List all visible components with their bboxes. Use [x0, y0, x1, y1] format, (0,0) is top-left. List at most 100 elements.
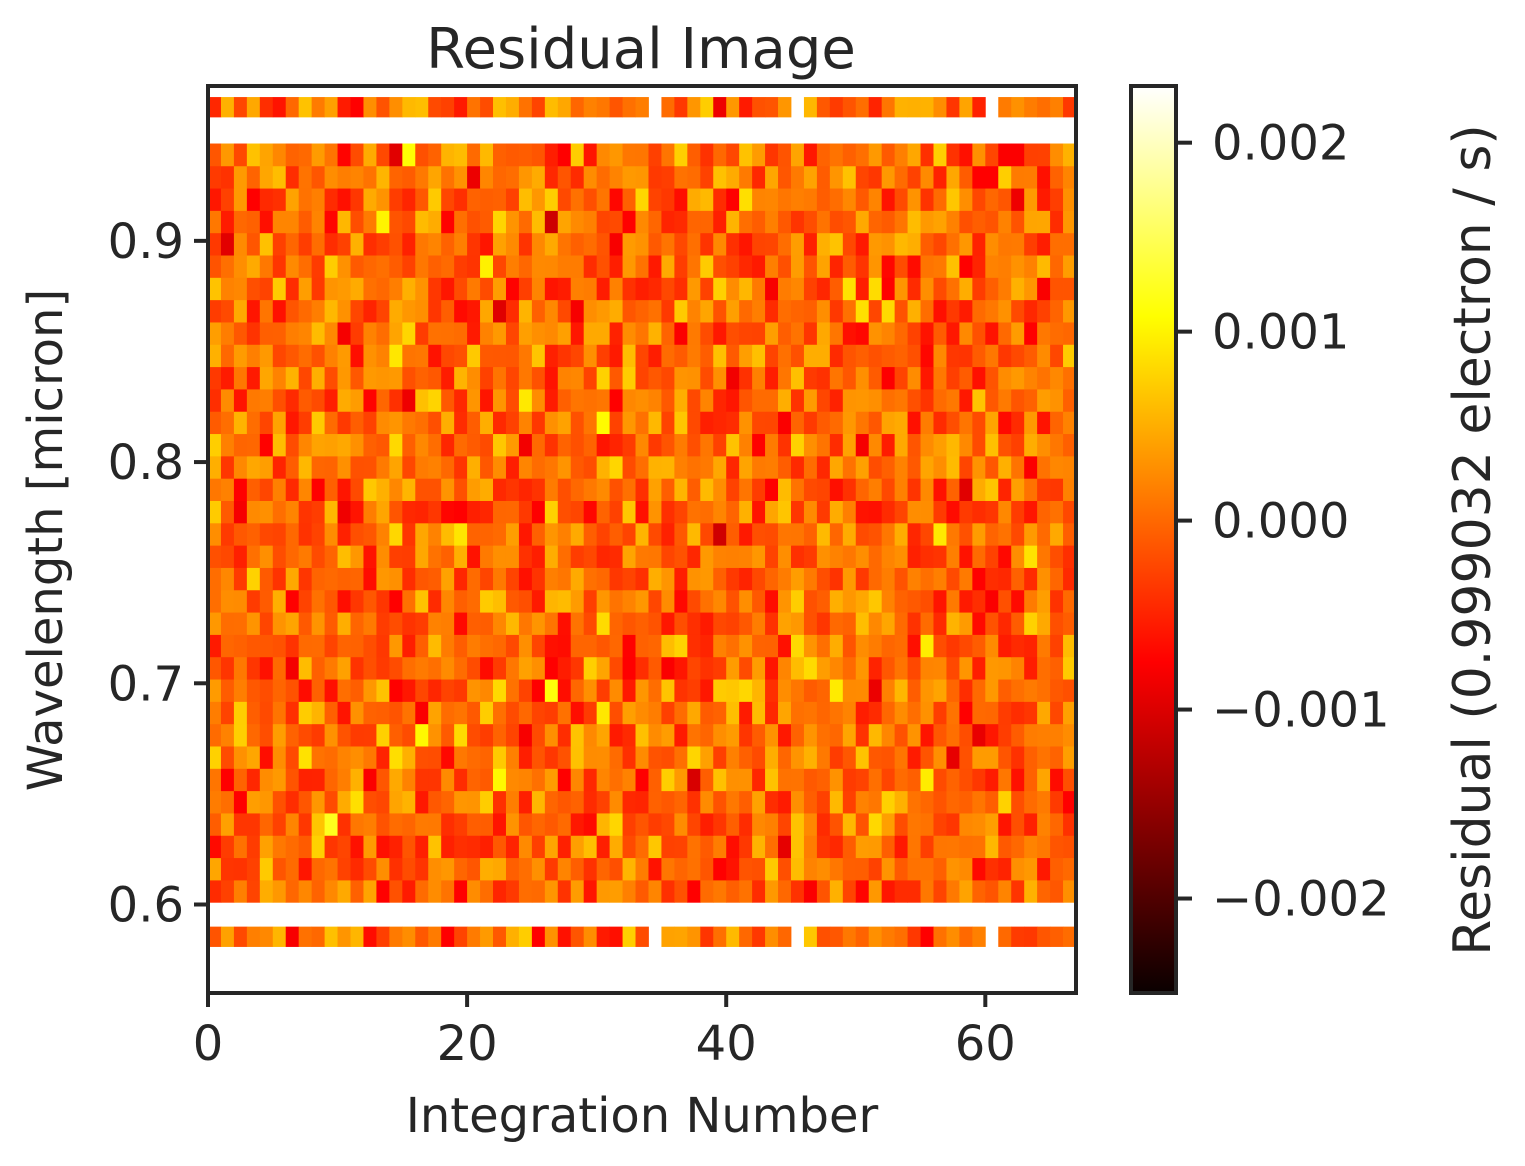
heatmap-cell — [285, 299, 300, 323]
heatmap-cell — [855, 701, 870, 725]
heatmap-cell — [272, 701, 287, 725]
heatmap-cell — [233, 411, 248, 435]
heatmap-cell — [998, 701, 1012, 725]
heatmap-cell — [713, 500, 727, 524]
heatmap-cell — [998, 879, 1012, 903]
heatmap-cell — [778, 656, 792, 680]
heatmap-cell — [920, 97, 934, 118]
heatmap-cell — [648, 835, 662, 859]
heatmap-cell — [713, 255, 727, 278]
heatmap-cell — [337, 210, 351, 234]
heatmap-cell — [842, 322, 857, 345]
heatmap-cell — [233, 344, 248, 368]
heatmap-cell — [778, 255, 792, 278]
heatmap-cell — [467, 411, 481, 435]
heatmap-cell — [622, 656, 636, 680]
heatmap-cell — [713, 679, 727, 702]
heatmap-cell — [739, 165, 753, 189]
heatmap-cell — [363, 299, 377, 323]
heatmap-cell — [557, 857, 572, 881]
heatmap-cell — [907, 679, 921, 702]
heatmap-cell — [829, 344, 844, 368]
heatmap-cell — [700, 589, 714, 613]
heatmap-cell — [881, 879, 896, 903]
heatmap-cell — [415, 344, 429, 368]
heatmap-cell — [480, 857, 494, 881]
heatmap-cell — [350, 768, 364, 792]
heatmap-cell — [622, 612, 636, 635]
heatmap-cell — [739, 188, 753, 211]
heatmap-cell — [557, 322, 572, 345]
heatmap-cell — [402, 567, 416, 591]
heatmap-cell — [596, 879, 611, 903]
heatmap-cell — [842, 746, 857, 769]
heatmap-cell — [596, 165, 611, 189]
heatmap-cell — [609, 926, 623, 947]
heatmap-cell — [415, 634, 429, 658]
heatmap-cell — [389, 656, 403, 680]
heatmap-cell — [1063, 188, 1077, 211]
heatmap-cell — [518, 433, 533, 457]
heatmap-cell — [493, 165, 507, 189]
heatmap-cell — [868, 165, 883, 189]
heatmap-cell — [246, 567, 261, 591]
heatmap-cell — [493, 143, 507, 167]
heatmap-cell — [842, 634, 857, 658]
heatmap-cell — [363, 389, 377, 412]
heatmap-cell — [907, 701, 921, 725]
heatmap-cell — [778, 97, 792, 118]
heatmap-cell — [389, 634, 403, 658]
heatmap-cell — [570, 500, 585, 524]
heatmap-cell — [609, 500, 623, 524]
heatmap-cell — [959, 768, 973, 792]
heatmap-cell — [790, 656, 805, 680]
heatmap-cell — [376, 344, 390, 368]
heatmap-cell — [570, 589, 585, 613]
heatmap-cell — [816, 322, 831, 345]
heatmap-cell — [557, 389, 572, 412]
heatmap-cell — [298, 545, 313, 568]
heatmap-cell — [868, 97, 883, 118]
heatmap-cell — [894, 97, 908, 118]
heatmap-cell — [1011, 210, 1025, 234]
heatmap-cell — [298, 567, 313, 591]
heatmap-cell — [531, 522, 546, 546]
heatmap-cell — [272, 723, 287, 747]
heatmap-cell — [531, 389, 546, 412]
heatmap-cell — [389, 210, 403, 234]
heatmap-cell — [700, 522, 714, 546]
heatmap-cell — [337, 567, 351, 591]
heatmap-cell — [933, 790, 947, 814]
heatmap-cell — [337, 612, 351, 635]
heatmap-cell — [674, 567, 688, 591]
heatmap-cell — [622, 879, 636, 903]
heatmap-cell — [881, 165, 896, 189]
heatmap-cell — [661, 879, 675, 903]
heatmap-cell — [972, 835, 986, 859]
x-tick-label: 60 — [955, 1016, 1016, 1072]
heatmap-cell — [324, 277, 338, 301]
heatmap-cell — [311, 411, 325, 435]
heatmap-cell — [505, 813, 520, 836]
heatmap-cell — [505, 679, 520, 702]
heatmap-cell — [842, 411, 857, 435]
heatmap-cell — [454, 188, 468, 211]
heatmap-cell — [467, 143, 481, 167]
heatmap-cell — [467, 478, 481, 501]
heatmap-cell — [609, 389, 623, 412]
heatmap-cell — [842, 545, 857, 568]
heatmap-cell — [790, 522, 805, 546]
heatmap-cell — [208, 634, 222, 658]
heatmap-cell — [674, 143, 688, 167]
heatmap-cell — [868, 389, 883, 412]
heatmap-cell — [894, 835, 908, 859]
heatmap-cell — [518, 165, 533, 189]
heatmap-cell — [1063, 835, 1077, 859]
heatmap-cell — [493, 522, 507, 546]
heatmap-cell — [829, 926, 844, 947]
heatmap-cell — [998, 188, 1012, 211]
heatmap-cell — [985, 723, 999, 747]
heatmap-cell — [842, 389, 857, 412]
heatmap-cell — [661, 322, 675, 345]
heatmap-cell — [816, 97, 831, 118]
